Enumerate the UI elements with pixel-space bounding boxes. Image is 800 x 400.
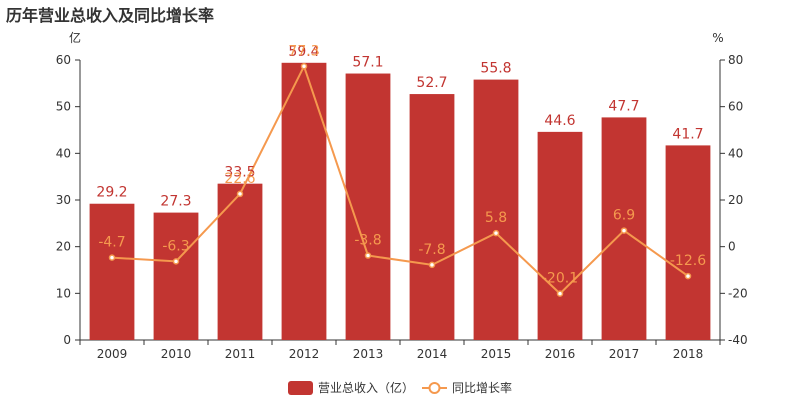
x-axis-tick-label: 2014 <box>417 347 448 361</box>
bar-series <box>89 62 711 341</box>
right-axis-tick-label: 0 <box>728 240 736 254</box>
line-series <box>108 63 692 297</box>
bar <box>409 94 455 340</box>
bar-value-label: 57.1 <box>352 55 383 71</box>
bar <box>217 183 263 340</box>
legend-line-marker <box>428 382 441 394</box>
line-point <box>108 254 116 261</box>
right-axis-tick-label: 60 <box>728 100 743 114</box>
left-axis-tick-label: 10 <box>56 286 71 300</box>
legend-line-label: 同比增长率 <box>452 380 512 395</box>
line-value-label: 22.6 <box>224 171 255 187</box>
bar <box>153 212 199 340</box>
line-point <box>300 63 308 70</box>
line-point <box>428 261 436 269</box>
line-point <box>236 190 244 198</box>
line-point <box>620 227 628 234</box>
left-axis-tick-label: 0 <box>63 333 71 347</box>
line-value-label: -7.8 <box>418 242 445 258</box>
x-axis-tick-label: 2011 <box>225 347 256 361</box>
line-value-label: -6.3 <box>162 238 189 254</box>
x-axis-tick-label: 2016 <box>545 347 576 361</box>
right-axis-tick-label: 40 <box>728 146 743 160</box>
line-point <box>364 252 372 259</box>
right-axis-tick-label: 80 <box>728 53 743 67</box>
bar <box>89 203 135 340</box>
right-axis-tick-label: -40 <box>728 333 748 347</box>
line-value-label: -3.8 <box>354 233 381 249</box>
line-point <box>172 258 180 265</box>
bar <box>537 131 583 340</box>
left-axis-tick-label: 40 <box>56 146 71 160</box>
x-axis-tick-label: 2009 <box>97 347 128 361</box>
legend-bar-swatch <box>288 381 313 395</box>
x-axis-tick-label: 2012 <box>289 347 320 361</box>
right-axis-tick-label: 20 <box>728 193 743 207</box>
x-axis-tick-label: 2017 <box>609 347 640 361</box>
bar-value-label: 44.6 <box>544 113 575 129</box>
bar-value-label: 41.7 <box>672 126 703 142</box>
data-labels: 29.2 27.3 33.5 59.4 57.1 52.7 55.8 44.6 47.7 41.7… <box>96 43 706 286</box>
bar-value-label: 29.2 <box>96 185 127 201</box>
left-axis-unit: 亿 <box>69 30 81 45</box>
line-value-label: 6.9 <box>613 208 635 224</box>
line-value-label: 5.8 <box>485 210 507 226</box>
chart-title: 历年营业总收入及同比增长率 <box>6 6 215 25</box>
bar <box>665 145 711 340</box>
line-point <box>684 272 692 280</box>
line-value-label: -20.1 <box>542 271 578 287</box>
x-axis-tick-label: 2010 <box>161 347 192 361</box>
line-value-label: -4.7 <box>98 235 125 251</box>
x-axis-tick-label: 2013 <box>353 347 384 361</box>
bar-value-label: 27.3 <box>160 194 191 210</box>
line-point <box>492 229 500 237</box>
line-point <box>556 290 564 297</box>
x-axis-tick-label: 2018 <box>673 347 704 361</box>
line-value-label: -12.6 <box>670 253 706 269</box>
bar-value-label: 52.7 <box>416 75 447 91</box>
left-axis-tick-label: 60 <box>56 53 71 67</box>
bar <box>345 73 391 341</box>
left-axis-tick-label: 30 <box>56 193 71 207</box>
bar-value-label: 59.4 <box>288 44 319 60</box>
right-axis-unit: % <box>712 31 723 45</box>
legend-bar-label: 营业总收入（亿） <box>318 380 414 395</box>
bar-value-label: 33.5 <box>224 165 255 181</box>
x-axis-tick-label: 2015 <box>481 347 512 361</box>
bar <box>473 79 519 340</box>
left-axis-tick-label: 20 <box>56 240 71 254</box>
left-axis-tick-label: 50 <box>56 100 71 114</box>
bar-value-label: 55.8 <box>480 61 511 77</box>
right-axis-tick-label: -20 <box>728 286 748 300</box>
growth-line <box>111 63 689 295</box>
bar <box>281 62 327 341</box>
line-value-label: 77.3 <box>288 43 319 59</box>
bar-value-label: 47.7 <box>608 98 639 114</box>
legend[interactable]: 营业总收入（亿） 同比增长率 <box>288 380 512 395</box>
